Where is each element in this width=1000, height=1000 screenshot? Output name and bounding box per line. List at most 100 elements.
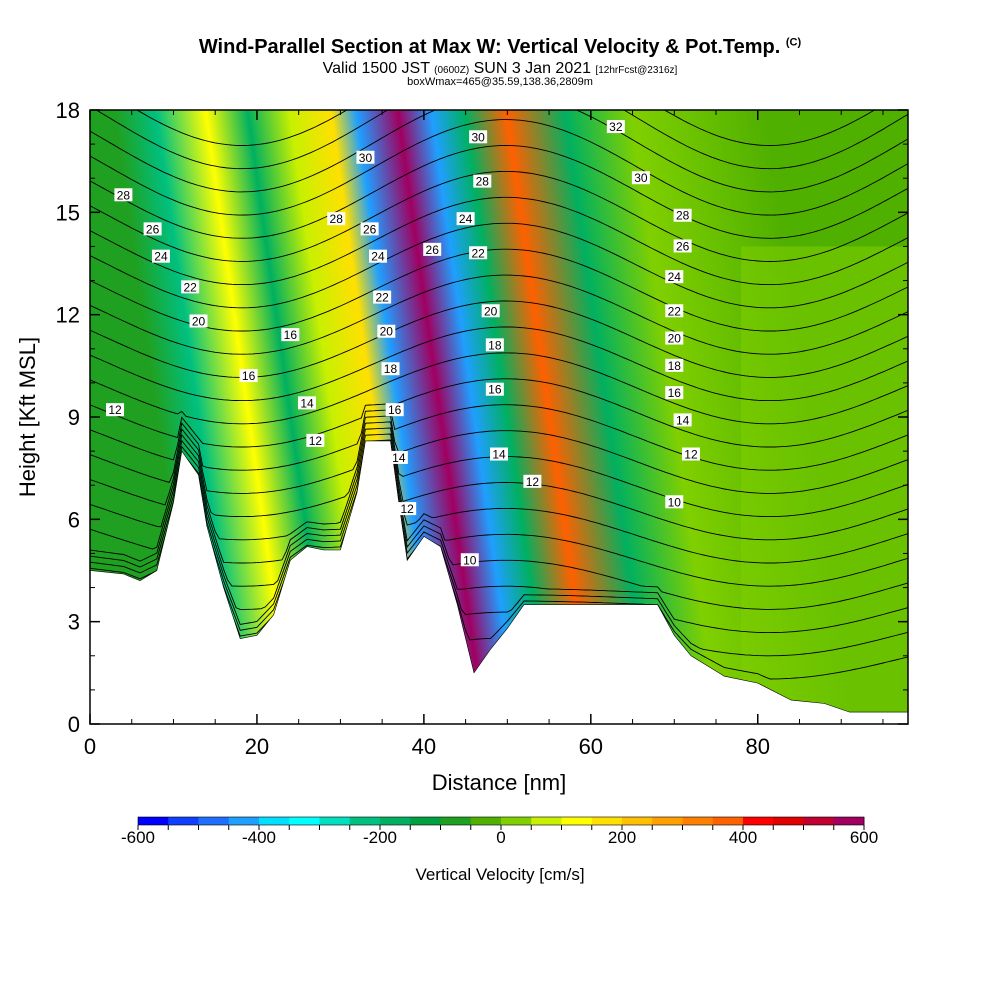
contour-label-text: 30: [634, 171, 648, 185]
contour-label: 22: [373, 290, 392, 305]
isentrope-12: [90, 451, 908, 634]
contour-label-text: 26: [676, 239, 690, 253]
isentrope-28: [90, 170, 908, 262]
colorbar-swatch: [198, 817, 230, 825]
isentrope-14: [90, 439, 908, 587]
colorbar-swatch: [440, 817, 472, 825]
x-tick-label: 20: [245, 734, 269, 759]
contour-label-text: 22: [375, 291, 389, 305]
contour-label-bg: [665, 386, 684, 400]
contour-label: 12: [306, 433, 325, 448]
isentrope-33: [136, 110, 876, 146]
colorbar-swatch: [470, 817, 502, 825]
isentrope-22: [90, 326, 908, 402]
contour-label: 24: [665, 270, 684, 284]
contour-label-text: 12: [401, 502, 415, 516]
contour-label-text: 20: [668, 332, 682, 346]
contour-label-bg: [385, 403, 404, 417]
contour-label-bg: [631, 171, 650, 185]
contour-label-text: 14: [392, 451, 406, 465]
contour-label-text: 16: [488, 383, 502, 397]
contour-label-bg: [114, 188, 133, 202]
contour-label-text: 12: [526, 475, 540, 489]
x-tick-label: 40: [412, 734, 436, 759]
contour-label-text: 28: [476, 175, 490, 189]
contour-label: 26: [360, 222, 379, 236]
contour-label-text: 22: [183, 280, 197, 294]
contour-label: 16: [385, 403, 404, 417]
contour-label: 18: [665, 358, 684, 373]
valid-prefix: Valid 1500 JST: [322, 60, 430, 77]
contour-label: 30: [356, 150, 375, 165]
contour-label-bg: [606, 120, 625, 134]
contour-label-bg: [306, 433, 325, 447]
chart-title: Wind-Parallel Section at Max W: Vertical…: [0, 36, 1000, 59]
contour-label-bg: [665, 495, 684, 509]
contour-label: 16: [485, 382, 504, 397]
contour-label: 20: [377, 324, 396, 339]
contour-label: 14: [298, 396, 317, 410]
contour-label-bg: [239, 369, 258, 383]
contour-label-text: 22: [668, 304, 682, 318]
x-tick-label: 60: [579, 734, 603, 759]
contour-label-text: 30: [359, 151, 373, 165]
contour-label: 22: [469, 246, 488, 260]
contour-label: 24: [368, 250, 387, 264]
y-tick-label: 9: [68, 405, 80, 430]
isentrope-21: [90, 352, 908, 425]
contour-label-bg: [460, 553, 479, 567]
colorbar-tick-label: 0: [496, 828, 505, 847]
contour-label: 26: [423, 242, 442, 257]
colorbar-swatch: [743, 817, 774, 825]
isentrope-25: [90, 248, 908, 332]
contour-label-text: 10: [668, 495, 682, 509]
contour-label: 28: [473, 174, 492, 189]
y-axis-label: Height [Kft MSL]: [15, 337, 40, 497]
colorbar-swatch: [712, 817, 744, 825]
colorbar-tick-label: -200: [363, 828, 397, 847]
contour-label: 20: [665, 331, 684, 346]
contour-label-text: 26: [146, 222, 160, 236]
contour-label-bg: [473, 174, 492, 188]
contour-label-bg: [356, 150, 375, 164]
contour-label-bg: [673, 239, 692, 253]
contour-label: 20: [481, 304, 500, 318]
x-tick-label: 80: [746, 734, 770, 759]
forecast-info: [12hrFcst@2316z]: [595, 65, 678, 76]
contour-label-text: 20: [484, 304, 498, 318]
contour-label: 22: [665, 304, 684, 318]
contour-label: 10: [665, 495, 684, 509]
contour-label-bg: [423, 242, 442, 256]
contour-label-text: 18: [488, 338, 502, 352]
contour-label-bg: [523, 474, 542, 488]
colorbar-tick-label: 200: [608, 828, 636, 847]
contour-label: 22: [181, 280, 200, 294]
contour-label-text: 18: [668, 359, 682, 373]
contour-label: 28: [114, 188, 133, 202]
contour-label-bg: [469, 130, 488, 144]
contour-label: 14: [389, 450, 408, 465]
contour-label-text: 12: [684, 448, 698, 462]
contour-label: 26: [143, 222, 162, 236]
contour-label-bg: [673, 208, 692, 222]
contour-label-text: 30: [471, 130, 485, 144]
colorbar-swatch: [652, 817, 683, 825]
contour-label: 16: [281, 328, 300, 342]
contour-label: 12: [398, 502, 417, 516]
contour-label: 16: [239, 369, 258, 383]
isentrope-18: [90, 415, 908, 494]
contour-label: 32: [606, 120, 625, 134]
contour-label: 18: [485, 338, 504, 352]
contour-label-text: 22: [471, 246, 485, 260]
contour-label-text: 16: [242, 369, 256, 383]
contour-label-bg: [327, 212, 346, 226]
contour-label-text: 10: [463, 553, 477, 567]
isentrope-29: [90, 145, 908, 239]
x-tick-label: 0: [84, 734, 96, 759]
contour-label-text: 28: [117, 188, 131, 202]
terrain-profile: [89, 440, 909, 725]
colorbar-swatch: [803, 817, 835, 825]
contour-label-text: 18: [384, 362, 398, 376]
isentrope-30: [90, 119, 908, 216]
contour-label-text: 14: [492, 448, 506, 462]
